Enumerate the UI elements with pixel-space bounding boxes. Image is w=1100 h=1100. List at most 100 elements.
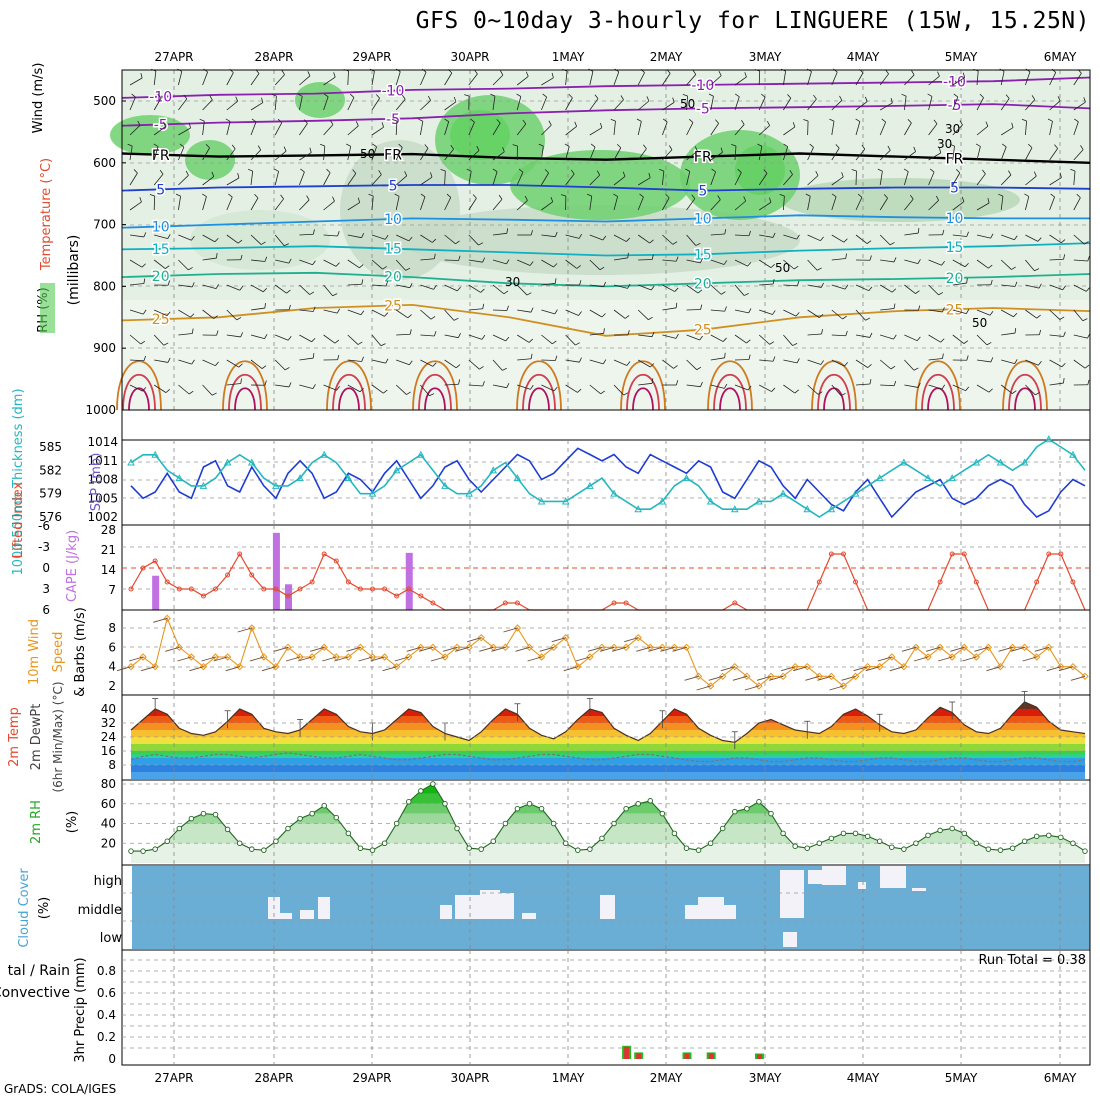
surface-wind-barb [442,646,458,652]
wind-barb [516,123,527,136]
wind-barb [129,124,141,136]
wind-barb-flag [385,358,389,364]
low-level-isotherm-loop [234,387,256,411]
wind-barb-flag [771,387,776,392]
rh-marker [840,830,847,837]
rh-marker [1070,840,1076,847]
wind-barb-flag [201,193,207,197]
wind-barb [662,73,671,86]
wind-barb-flag [650,285,655,291]
wind-speed-marker [888,653,896,661]
wind-barb-flag [1013,312,1018,318]
cape-bar [272,532,280,610]
wind-barb-flag [359,264,364,269]
wind-barb-flag [455,240,460,245]
thickness-marker [996,458,1005,466]
wind-barb-flag [643,144,647,149]
wind-barb-flag [623,392,629,396]
wind-barb-flag [903,168,909,172]
low-level-isotherm-loop [921,373,955,411]
wind-barb-flag [913,367,919,371]
wind-barb-flag [179,143,185,148]
wind-speed-marker [187,653,196,661]
rh-marker [1021,838,1028,845]
wind-speed-marker [417,643,425,652]
wind-speed-marker [1008,643,1017,652]
wind-barb [710,199,721,211]
wind-barb-flag [746,339,751,344]
wind-barb-flag [769,341,775,345]
wind-barb [1001,234,1015,241]
wind-barb-flag [842,315,847,320]
wind-barb [807,98,817,111]
lifted-index-marker [225,572,231,578]
wind-barb [492,284,505,295]
wind-barb-flag [164,265,170,269]
surface-wind-barb [285,656,301,662]
date-label-top: 5MAY [945,50,978,64]
rh-marker [623,805,629,812]
cloud-cover-block [685,905,699,919]
wind-barb [178,98,188,111]
wind-barb [855,72,864,86]
wind-barb [1073,171,1076,186]
wind-barb [928,199,939,211]
wind-barb-flag [381,122,384,128]
rh-marker [1033,833,1040,840]
wind-barb-flag [380,343,386,347]
wind-barb [274,284,287,294]
wind-barb-flag [1028,143,1033,148]
isotherm-label: 5 [389,178,398,194]
wind-barb-flag [845,330,848,336]
wind-speed-marker [863,662,872,671]
wind-barb [904,334,918,342]
surface-wind-barb [636,646,651,652]
wind-speed-marker [694,672,703,681]
wind-barb [880,308,895,311]
rh-marker [442,801,448,807]
rh-marker [647,798,654,804]
rh-marker [454,825,460,832]
wind-barb-flag [496,119,501,124]
wind-barb [928,358,943,361]
temperature-band [131,765,1085,772]
rh-marker [393,820,400,827]
wind-barb-flag [446,193,452,198]
wind-barb-flag [406,391,411,395]
wind-speed-marker [574,662,582,671]
wind-barb-flag [453,96,457,102]
isotherm--5 [121,103,1091,127]
wind-barb-flag [748,308,752,314]
wind-barb [202,234,216,243]
wind-barb [783,146,789,161]
wind-barb [154,309,168,317]
rh-marker [1009,845,1016,851]
wind-speed-marker [936,643,944,652]
wind-barb [202,99,213,111]
cloud-cover-block [480,890,500,919]
wind-barb-flag [937,71,940,77]
wind-barb [517,259,531,266]
wind-barb-flag [430,316,436,320]
wind-speed-marker [634,633,642,642]
wind-speed-marker [719,672,727,681]
wind-barb-flag [636,118,642,122]
surface-wind-barb [225,666,240,672]
cloud-axis-label-1: Cloud Cover [17,868,32,948]
surface-wind-barb [781,666,796,672]
surface-wind-barb [611,646,627,652]
pressure-tick-label: 700 [93,218,116,232]
thickness-marker [368,489,377,497]
rh-marker [889,844,895,850]
thickness-marker [513,474,522,482]
wind-barb-flag [901,93,907,97]
lifted-index-marker [345,579,351,585]
precip-tick-label: 0.2 [97,1030,116,1044]
wind-barb-flag [965,309,970,314]
wind-speed-marker [996,662,1005,671]
wind-barb [323,384,337,391]
temperature-tick-label: 24 [101,730,116,744]
wind-barb-flag [724,306,727,312]
wind-barb-flag [772,356,776,362]
wind-barb-flag [1061,362,1066,368]
